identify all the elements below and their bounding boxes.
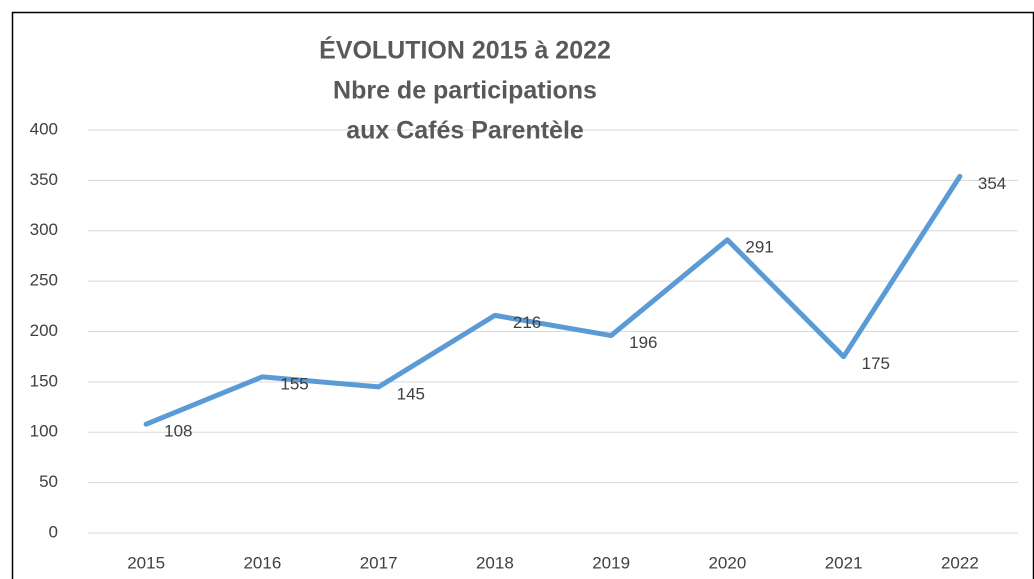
data-label: 354 [978,174,1006,193]
x-tick-label: 2017 [360,553,398,572]
data-label: 216 [513,313,541,332]
y-tick-label: 400 [30,119,58,138]
y-tick-label: 150 [30,371,58,390]
y-tick-label: 100 [30,422,58,441]
y-tick-label: 350 [30,170,58,189]
chart-title: ÉVOLUTION 2015 à 2022 [319,36,611,65]
x-tick-label: 2020 [708,553,746,572]
x-tick-label: 2019 [592,553,630,572]
x-tick-label: 2021 [825,553,863,572]
data-label: 108 [164,422,192,441]
x-tick-label: 2018 [476,553,514,572]
x-tick-label: 2022 [941,553,979,572]
chart-border [11,11,1034,579]
line [143,173,963,427]
chart-title: Nbre de participations [333,77,597,105]
data-label: 291 [745,237,773,256]
y-tick-label: 200 [30,321,58,340]
data-label: 196 [629,333,657,352]
x-tick-label: 2016 [243,553,281,572]
y-tick-label: 0 [49,522,58,541]
y-tick-label: 250 [30,271,58,290]
chart-title: aux Cafés Parentèle [346,117,584,145]
x-tick-label: 2015 [127,553,165,572]
data-label: 175 [862,354,890,373]
data-label: 145 [397,384,425,403]
y-tick-label: 300 [30,220,58,239]
data-label: 155 [280,374,308,393]
y-tick-label: 50 [39,472,58,491]
